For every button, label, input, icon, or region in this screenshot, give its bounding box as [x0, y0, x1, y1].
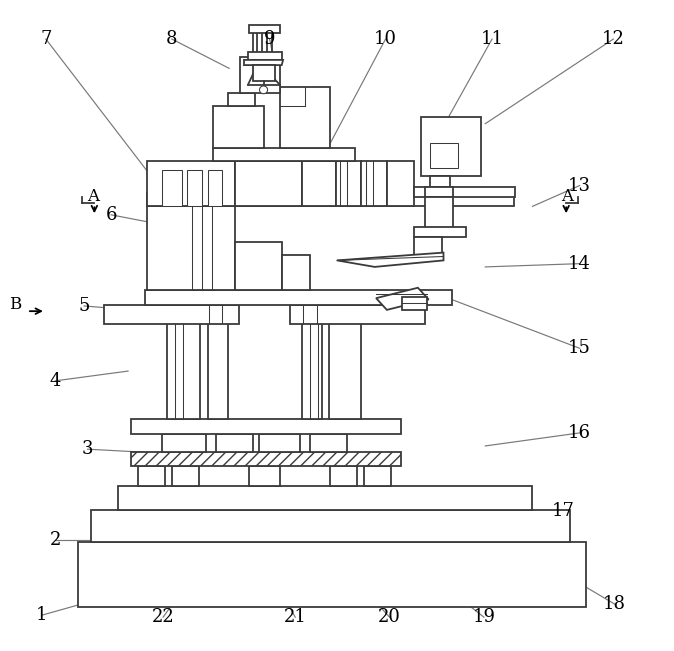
Text: 14: 14 — [568, 255, 591, 273]
Bar — [131, 452, 401, 466]
Text: 6: 6 — [105, 206, 117, 224]
Bar — [131, 419, 401, 434]
Bar — [425, 187, 453, 197]
Text: A: A — [87, 188, 99, 205]
Bar — [249, 466, 280, 486]
Bar — [402, 297, 427, 310]
Bar — [282, 255, 310, 290]
Bar — [430, 176, 450, 187]
Bar — [361, 161, 387, 206]
Text: 4: 4 — [50, 372, 61, 390]
Bar — [162, 170, 182, 206]
Bar — [145, 290, 452, 305]
Bar — [329, 323, 361, 419]
Text: 9: 9 — [264, 30, 276, 48]
Bar — [147, 193, 514, 206]
Polygon shape — [244, 60, 283, 65]
Bar — [259, 434, 300, 452]
Bar — [310, 434, 347, 452]
Text: 21: 21 — [284, 608, 307, 626]
Circle shape — [259, 86, 268, 94]
Bar — [302, 161, 336, 206]
Bar — [162, 434, 206, 452]
Bar — [414, 187, 515, 197]
Text: 2: 2 — [50, 531, 61, 549]
Text: 10: 10 — [374, 30, 397, 48]
Bar — [78, 542, 586, 607]
Text: 22: 22 — [152, 608, 175, 626]
Bar — [280, 87, 330, 148]
Bar — [228, 93, 255, 106]
Text: 11: 11 — [481, 30, 503, 48]
Text: 8: 8 — [166, 30, 178, 48]
Bar — [172, 466, 199, 486]
Bar — [364, 466, 391, 486]
Text: 1: 1 — [36, 606, 48, 624]
Bar — [147, 161, 235, 206]
Bar — [138, 466, 165, 486]
Bar — [253, 65, 275, 81]
Text: 3: 3 — [82, 440, 94, 458]
Bar — [336, 161, 361, 206]
Text: A: A — [561, 188, 574, 205]
Text: 13: 13 — [568, 176, 591, 195]
Bar — [249, 25, 280, 33]
Bar — [216, 434, 253, 452]
Bar — [187, 170, 202, 206]
Bar — [421, 117, 481, 176]
Bar — [430, 143, 458, 168]
Text: 18: 18 — [603, 595, 626, 613]
Bar — [213, 106, 264, 148]
Polygon shape — [376, 288, 429, 310]
Bar — [104, 305, 239, 324]
Text: 12: 12 — [602, 30, 625, 48]
Bar — [387, 161, 414, 206]
Text: 17: 17 — [551, 502, 574, 520]
Text: 19: 19 — [472, 608, 495, 626]
Bar — [213, 148, 355, 161]
Bar — [414, 227, 466, 237]
Text: 7: 7 — [40, 30, 51, 48]
Bar — [248, 52, 282, 60]
Text: 16: 16 — [568, 424, 591, 442]
Bar — [235, 242, 282, 290]
Bar — [240, 57, 280, 93]
Bar — [235, 161, 302, 206]
Bar — [91, 510, 570, 542]
Bar — [302, 323, 322, 419]
Text: 20: 20 — [378, 608, 401, 626]
Bar — [208, 170, 222, 206]
Text: 15: 15 — [568, 339, 591, 357]
Bar — [330, 466, 357, 486]
Bar — [147, 206, 235, 290]
Text: 5: 5 — [79, 297, 90, 315]
Bar — [290, 305, 425, 324]
Text: B: B — [9, 296, 21, 313]
Bar — [118, 486, 532, 510]
Polygon shape — [337, 253, 443, 267]
Bar — [414, 237, 442, 260]
Bar — [167, 323, 200, 419]
Bar — [425, 197, 453, 231]
Bar — [208, 323, 228, 419]
